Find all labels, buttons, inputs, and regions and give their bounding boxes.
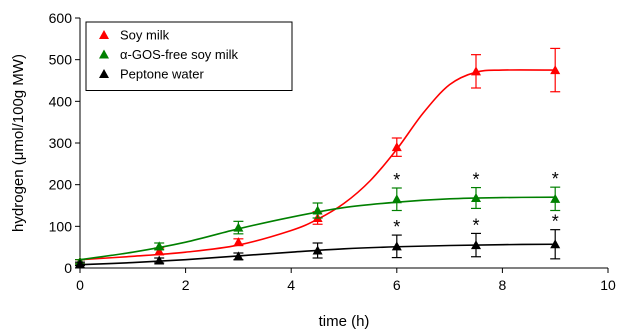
y-tick-label: 600: [49, 10, 73, 26]
x-tick-label: 4: [287, 277, 295, 293]
x-tick-label: 10: [600, 277, 616, 293]
data-point-marker: [75, 258, 85, 268]
legend-label: Peptone water: [120, 67, 205, 82]
legend-label: α-GOS-free soy milk: [120, 47, 239, 62]
y-tick-label: 400: [49, 93, 73, 109]
data-point-marker: [471, 193, 481, 202]
series-fit-line: [79, 69, 556, 261]
y-tick-label: 500: [49, 52, 73, 68]
x-tick-label: 0: [76, 277, 84, 293]
data-point-marker: [233, 237, 244, 247]
legend-label: Soy milk: [120, 28, 170, 43]
legend-marker: [99, 69, 109, 78]
data-point-marker: [233, 251, 244, 261]
x-tick-label: 2: [182, 277, 190, 293]
series-layer: * * * * * *: [75, 47, 561, 268]
y-tick-label: 200: [49, 177, 73, 193]
data-point-marker: [154, 241, 165, 251]
legend-marker: [99, 30, 109, 39]
significance-marker: *: [552, 212, 559, 232]
significance-marker: *: [472, 170, 479, 190]
data-point-marker: [391, 194, 402, 204]
y-tick-label: 0: [64, 260, 72, 276]
y-axis-label: hydrogen (μmol/100g MW): [10, 54, 27, 232]
x-tick-label: 8: [499, 277, 507, 293]
data-point-marker: [233, 222, 244, 232]
significance-marker: *: [393, 217, 400, 237]
data-point-marker: [154, 246, 165, 256]
significance-marker: *: [472, 215, 479, 235]
y-tick-label: 300: [49, 135, 73, 151]
data-point-marker: [471, 66, 481, 76]
x-tick-label: 6: [393, 277, 401, 293]
legend: Soy milk α-GOS-free soy milk Peptone water: [85, 21, 293, 91]
data-point-marker: [312, 205, 323, 215]
data-point-marker: [312, 245, 323, 255]
series-2: * * *: [75, 212, 561, 268]
legend-box: [85, 21, 293, 91]
legend-items: Soy milk α-GOS-free soy milk Peptone water: [99, 28, 239, 82]
legend-marker: [99, 49, 109, 59]
data-point-marker: [550, 193, 561, 203]
significance-marker: *: [552, 169, 559, 189]
data-point-marker: [391, 241, 402, 251]
data-point-marker: [154, 255, 165, 265]
x-axis-label: time (h): [319, 313, 370, 330]
y-tick-label: 100: [49, 218, 73, 234]
data-point-marker: [550, 65, 561, 75]
data-point-marker: [471, 240, 481, 250]
data-point-marker: [391, 142, 402, 152]
data-point-marker: [550, 239, 561, 249]
significance-marker: *: [393, 170, 400, 190]
